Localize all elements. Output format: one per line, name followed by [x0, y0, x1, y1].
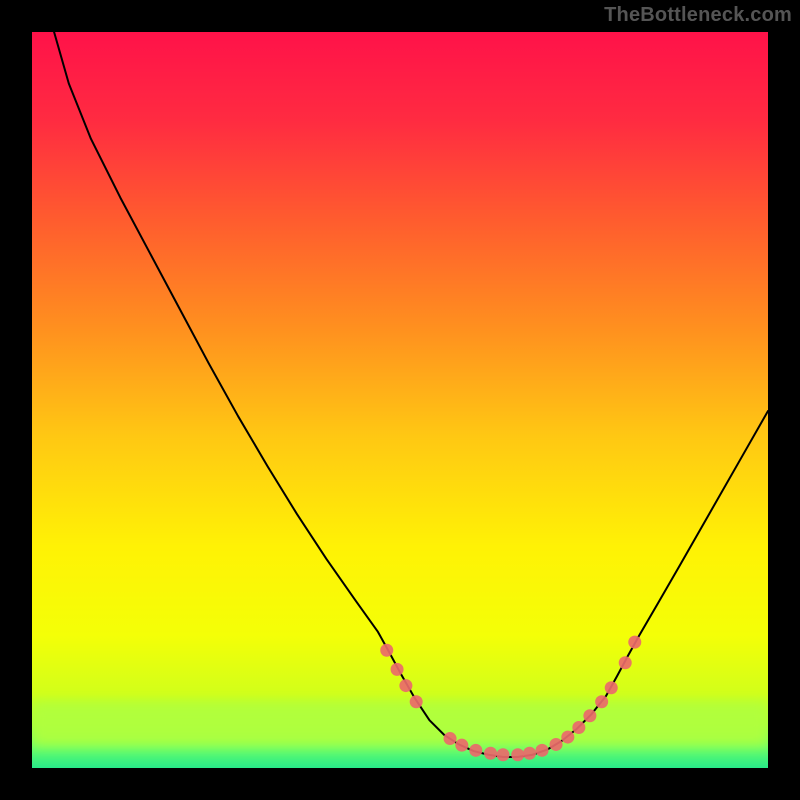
data-marker	[536, 744, 549, 757]
data-marker	[410, 695, 423, 708]
data-marker	[444, 732, 457, 745]
data-marker	[523, 747, 536, 760]
data-marker	[391, 663, 404, 676]
data-marker	[497, 748, 510, 761]
data-marker	[399, 679, 412, 692]
data-marker	[511, 748, 524, 761]
data-marker	[455, 739, 468, 752]
data-marker	[469, 744, 482, 757]
chart-svg	[32, 32, 768, 768]
data-marker	[619, 656, 632, 669]
data-marker	[595, 695, 608, 708]
glow-band	[32, 702, 768, 746]
data-marker	[583, 709, 596, 722]
data-marker	[484, 747, 497, 760]
chart-background	[32, 32, 768, 768]
data-marker	[605, 681, 618, 694]
watermark-text: TheBottleneck.com	[604, 4, 792, 27]
chart-frame: TheBottleneck.com	[0, 0, 800, 800]
chart-plot	[32, 32, 768, 768]
data-marker	[628, 636, 641, 649]
data-marker	[380, 644, 393, 657]
data-marker	[561, 731, 574, 744]
data-marker	[550, 738, 563, 751]
data-marker	[572, 721, 585, 734]
